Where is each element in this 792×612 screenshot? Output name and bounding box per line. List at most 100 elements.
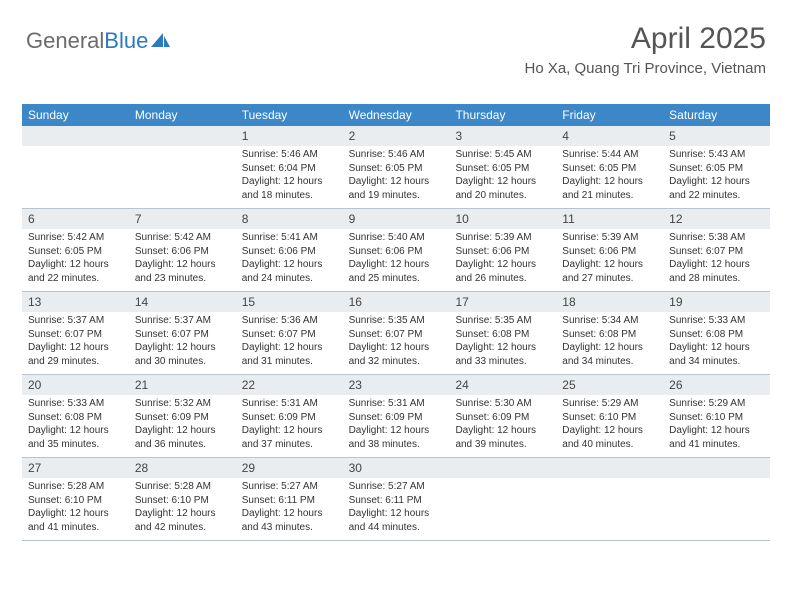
calendar-day-cell: 1Sunrise: 5:46 AMSunset: 6:04 PMDaylight… [236,126,343,208]
sunset-line: Sunset: 6:09 PM [455,411,550,425]
daylight-line: Daylight: 12 hours and 25 minutes. [349,258,444,285]
day-number: 19 [663,292,770,312]
calendar-day-cell: 16Sunrise: 5:35 AMSunset: 6:07 PMDayligh… [343,292,450,374]
sunrise-line: Sunrise: 5:38 AM [669,231,764,245]
sunrise-line: Sunrise: 5:34 AM [562,314,657,328]
day-details: Sunrise: 5:27 AMSunset: 6:11 PMDaylight:… [236,478,343,540]
sunset-line: Sunset: 6:09 PM [349,411,444,425]
sunrise-line: Sunrise: 5:39 AM [562,231,657,245]
day-number: 11 [556,209,663,229]
day-number: 7 [129,209,236,229]
daylight-line: Daylight: 12 hours and 40 minutes. [562,424,657,451]
daylight-line: Daylight: 12 hours and 18 minutes. [242,175,337,202]
sunrise-line: Sunrise: 5:44 AM [562,148,657,162]
sunset-line: Sunset: 6:09 PM [242,411,337,425]
daylight-line: Daylight: 12 hours and 35 minutes. [28,424,123,451]
sunrise-line: Sunrise: 5:37 AM [135,314,230,328]
calendar-week-row: 20Sunrise: 5:33 AMSunset: 6:08 PMDayligh… [22,375,770,458]
day-details: Sunrise: 5:35 AMSunset: 6:08 PMDaylight:… [449,312,556,374]
daylight-line: Daylight: 12 hours and 43 minutes. [242,507,337,534]
day-details: Sunrise: 5:43 AMSunset: 6:05 PMDaylight:… [663,146,770,208]
daylight-line: Daylight: 12 hours and 44 minutes. [349,507,444,534]
sunset-line: Sunset: 6:10 PM [135,494,230,508]
daylight-line: Daylight: 12 hours and 28 minutes. [669,258,764,285]
sunset-line: Sunset: 6:05 PM [455,162,550,176]
day-number: 12 [663,209,770,229]
day-number: 4 [556,126,663,146]
sunrise-line: Sunrise: 5:42 AM [28,231,123,245]
day-number: 17 [449,292,556,312]
title-block: April 2025 Ho Xa, Quang Tri Province, Vi… [524,22,766,77]
day-details [663,478,770,536]
calendar-day-cell: 17Sunrise: 5:35 AMSunset: 6:08 PMDayligh… [449,292,556,374]
sunrise-line: Sunrise: 5:33 AM [669,314,764,328]
calendar-day-cell: 11Sunrise: 5:39 AMSunset: 6:06 PMDayligh… [556,209,663,291]
calendar-day-cell: 22Sunrise: 5:31 AMSunset: 6:09 PMDayligh… [236,375,343,457]
day-details [22,146,129,204]
sunrise-line: Sunrise: 5:43 AM [669,148,764,162]
day-number: 18 [556,292,663,312]
day-details: Sunrise: 5:42 AMSunset: 6:06 PMDaylight:… [129,229,236,291]
daylight-line: Daylight: 12 hours and 36 minutes. [135,424,230,451]
sunset-line: Sunset: 6:06 PM [135,245,230,259]
sunset-line: Sunset: 6:09 PM [135,411,230,425]
day-details: Sunrise: 5:37 AMSunset: 6:07 PMDaylight:… [129,312,236,374]
day-number: 27 [22,458,129,478]
calendar-day-cell: 18 Sunrise: 5:34 AMSunset: 6:08 PMDayligh… [556,292,663,374]
day-details: Sunrise: 5:31 AMSunset: 6:09 PMDaylight:… [343,395,450,457]
sunrise-line: Sunrise: 5:33 AM [28,397,123,411]
sunset-line: Sunset: 6:07 PM [28,328,123,342]
day-number: 24 [449,375,556,395]
calendar-header-cell: Thursday [449,104,556,126]
day-number: 2 [343,126,450,146]
sunset-line: Sunset: 6:08 PM [562,328,657,342]
calendar-day-cell: 8Sunrise: 5:41 AMSunset: 6:06 PMDaylight… [236,209,343,291]
day-number: 9 [343,209,450,229]
daylight-line: Daylight: 12 hours and 30 minutes. [135,341,230,368]
sunrise-line: Sunrise: 5:37 AM [28,314,123,328]
day-details: Sunrise: 5:36 AMSunset: 6:07 PMDaylight:… [236,312,343,374]
day-number [449,458,556,478]
day-number: 29 [236,458,343,478]
day-details: Sunrise: 5:35 AMSunset: 6:07 PMDaylight:… [343,312,450,374]
sunset-line: Sunset: 6:04 PM [242,162,337,176]
sunrise-line: Sunrise: 5:42 AM [135,231,230,245]
calendar-day-cell: 12Sunrise: 5:38 AMSunset: 6:07 PMDayligh… [663,209,770,291]
calendar-day-cell: 27Sunrise: 5:28 AMSunset: 6:10 PMDayligh… [22,458,129,540]
calendar-day-cell: 21Sunrise: 5:32 AMSunset: 6:09 PMDayligh… [129,375,236,457]
daylight-line: Daylight: 12 hours and 32 minutes. [349,341,444,368]
calendar-day-cell: 7Sunrise: 5:42 AMSunset: 6:06 PMDaylight… [129,209,236,291]
sunset-line: Sunset: 6:08 PM [455,328,550,342]
daylight-line: Daylight: 12 hours and 19 minutes. [349,175,444,202]
day-details [129,146,236,204]
calendar-day-cell: 28Sunrise: 5:28 AMSunset: 6:10 PMDayligh… [129,458,236,540]
sunset-line: Sunset: 6:10 PM [669,411,764,425]
day-number: 16 [343,292,450,312]
day-details: Sunrise: 5:32 AMSunset: 6:09 PMDaylight:… [129,395,236,457]
day-details: Sunrise: 5:40 AMSunset: 6:06 PMDaylight:… [343,229,450,291]
sunrise-line: Sunrise: 5:45 AM [455,148,550,162]
daylight-line: Daylight: 12 hours and 34 minutes. [562,341,657,368]
sunrise-line: Sunrise: 5:32 AM [135,397,230,411]
calendar-day-cell: 23Sunrise: 5:31 AMSunset: 6:09 PMDayligh… [343,375,450,457]
sunrise-line: Sunrise: 5:29 AM [669,397,764,411]
sunrise-line: Sunrise: 5:46 AM [349,148,444,162]
day-number: 21 [129,375,236,395]
day-number: 10 [449,209,556,229]
sunset-line: Sunset: 6:07 PM [349,328,444,342]
day-number: 13 [22,292,129,312]
sunrise-line: Sunrise: 5:31 AM [349,397,444,411]
day-number: 3 [449,126,556,146]
page-title: April 2025 [524,22,766,56]
daylight-line: Daylight: 12 hours and 33 minutes. [455,341,550,368]
day-details [449,478,556,536]
day-details: Sunrise: 5:37 AMSunset: 6:07 PMDaylight:… [22,312,129,374]
day-details: Sunrise: 5:46 AMSunset: 6:05 PMDaylight:… [343,146,450,208]
sunset-line: Sunset: 6:06 PM [455,245,550,259]
calendar-day-cell: 13Sunrise: 5:37 AMSunset: 6:07 PMDayligh… [22,292,129,374]
brand-part1: General [26,28,104,54]
calendar-week-row: 13Sunrise: 5:37 AMSunset: 6:07 PMDayligh… [22,292,770,375]
sunset-line: Sunset: 6:05 PM [28,245,123,259]
location-subtitle: Ho Xa, Quang Tri Province, Vietnam [524,60,766,77]
daylight-line: Daylight: 12 hours and 22 minutes. [28,258,123,285]
